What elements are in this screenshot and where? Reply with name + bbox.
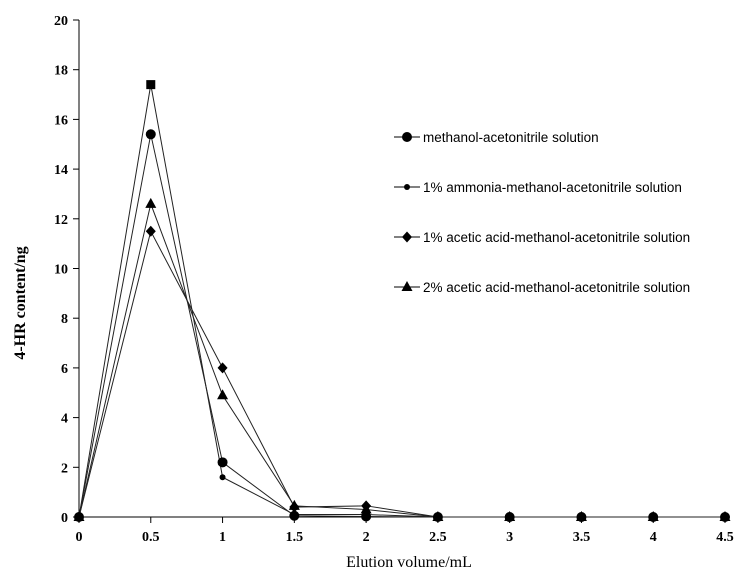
legend-marker	[401, 281, 413, 291]
series-line-2	[78, 84, 725, 518]
square-marker-point	[146, 80, 156, 90]
x-tick-labels: 0 0.5 1 1.5 2 2.5 3 3.5 4 4.5	[76, 517, 734, 545]
series-4-point	[145, 197, 157, 208]
legend-marker	[402, 132, 412, 142]
series-2-point	[291, 511, 298, 518]
y-tick-label: 10	[54, 263, 68, 278]
x-tick-label: 1	[219, 530, 226, 545]
y-tick-label: 6	[61, 362, 68, 377]
legend-label: methanol-acetonitrile solution	[423, 130, 599, 145]
legend-marker	[404, 184, 410, 190]
series-4-point	[504, 511, 516, 521]
series-4-point	[719, 511, 731, 521]
legend-item: 1% acetic acid-methanol-acetonitrile sol…	[394, 230, 690, 245]
legend-label: 2% acetic acid-methanol-acetonitrile sol…	[423, 280, 690, 295]
x-axis-title: Elution volume/mL	[346, 554, 472, 571]
x-tick-label: 4.5	[716, 530, 734, 545]
series-lines	[78, 84, 725, 518]
y-tick-labels: 0 2 4 6 8 10 12 14 16 18 20	[54, 14, 79, 526]
legend-item: methanol-acetonitrile solution	[394, 130, 599, 145]
x-tick-label: 3.5	[573, 530, 591, 545]
legend-label: 1% ammonia-methanol-acetonitrile solutio…	[423, 180, 682, 195]
legend-label: 1% acetic acid-methanol-acetonitrile sol…	[423, 230, 690, 245]
series-4-point	[360, 503, 372, 514]
series-3-point	[217, 362, 228, 374]
y-tick-label: 16	[54, 113, 68, 128]
series-4-point	[288, 499, 300, 510]
series-4-point	[575, 511, 587, 521]
series-line-3	[78, 229, 725, 518]
x-tick-label: 0.5	[142, 530, 160, 545]
series-4-point	[432, 511, 444, 521]
y-axis-title: 4-HR content/ng	[12, 246, 29, 359]
x-tick-label: 4	[650, 530, 657, 545]
legend-item: 2% acetic acid-methanol-acetonitrile sol…	[394, 280, 690, 295]
series-line-4	[78, 202, 725, 518]
x-tick-label: 0	[76, 530, 83, 545]
legend-marker	[402, 231, 412, 243]
y-tick-label: 18	[54, 64, 68, 79]
x-tick-label: 2.5	[429, 530, 447, 545]
y-tick-label: 8	[61, 312, 68, 327]
y-tick-label: 4	[61, 412, 68, 427]
series-4-point	[647, 511, 659, 521]
y-tick-label: 2	[61, 461, 68, 476]
series-1-point	[217, 457, 228, 468]
y-tick-label: 0	[61, 511, 68, 526]
series-4-point	[73, 511, 85, 521]
y-tick-label: 20	[54, 14, 68, 29]
legend: methanol-acetonitrile solution 1% ammonia…	[394, 130, 690, 295]
series-1-point	[145, 129, 156, 140]
x-tick-label: 1.5	[286, 530, 304, 545]
series-markers	[73, 80, 731, 523]
y-tick-label: 14	[54, 163, 68, 178]
axes	[78, 20, 725, 518]
x-tick-label: 3	[506, 530, 513, 545]
x-tick-label: 2	[363, 530, 370, 545]
series-4-point	[217, 389, 229, 400]
y-tick-label: 12	[54, 213, 68, 228]
legend-item: 1% ammonia-methanol-acetonitrile solutio…	[394, 180, 682, 195]
series-3-point	[145, 225, 156, 237]
series-2-point	[219, 474, 226, 481]
